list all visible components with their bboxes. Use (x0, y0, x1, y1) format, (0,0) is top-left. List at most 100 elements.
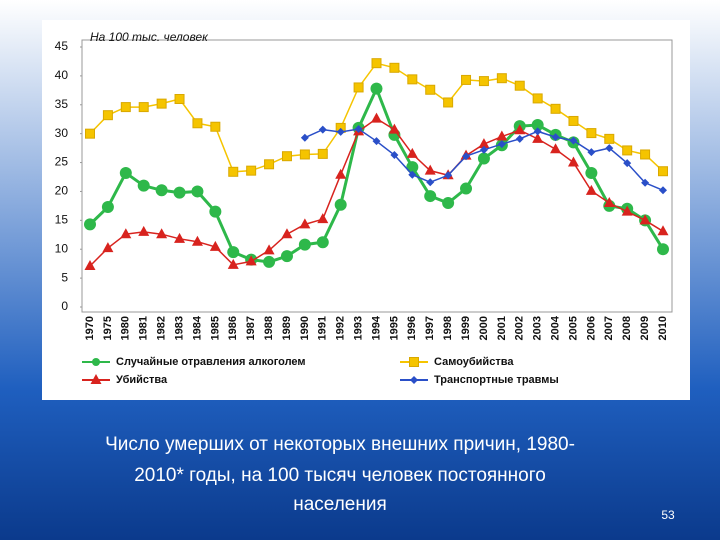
legend-label: Убийства (116, 374, 168, 386)
point (569, 136, 578, 145)
point (371, 58, 382, 69)
point (174, 232, 186, 243)
point (155, 184, 168, 197)
x-tick-label: 1981 (138, 316, 150, 340)
x-tick-label: 2009 (639, 316, 651, 340)
point (101, 201, 114, 214)
point (551, 133, 560, 142)
page-number: 53 (661, 508, 675, 522)
legend-marker (90, 374, 102, 384)
point (280, 250, 293, 263)
point (462, 152, 471, 161)
point (406, 161, 419, 174)
point (587, 148, 596, 157)
point (138, 102, 149, 113)
y-tick-label: 30 (55, 126, 69, 140)
point (299, 218, 311, 229)
point (246, 165, 257, 176)
point (191, 235, 203, 246)
point (426, 178, 435, 187)
point (531, 119, 544, 131)
point (621, 205, 633, 216)
x-tick-label: 1992 (335, 316, 347, 340)
point (567, 156, 579, 167)
legend-marker (92, 358, 100, 366)
point (210, 121, 221, 132)
point (478, 138, 490, 149)
point (639, 214, 651, 225)
y-tick-label: 20 (55, 184, 69, 198)
point (335, 168, 347, 179)
x-tick-label: 2010 (657, 316, 669, 340)
x-tick-label: 1997 (424, 316, 436, 340)
legend-marker (410, 376, 418, 384)
point (174, 94, 185, 104)
x-tick-label: 1993 (353, 316, 365, 340)
x-tick-label: 1975 (102, 316, 114, 340)
point (209, 205, 222, 218)
y-tick-label: 10 (55, 241, 69, 255)
point (227, 258, 239, 269)
point (424, 190, 437, 203)
point (586, 128, 597, 139)
x-tick-label: 2006 (585, 316, 597, 340)
point (388, 123, 400, 134)
x-tick-label: 1995 (388, 316, 400, 340)
x-tick-label: 2001 (496, 316, 508, 340)
point (209, 240, 221, 251)
point (623, 159, 632, 168)
point (408, 170, 417, 179)
x-tick-label: 1991 (317, 316, 329, 340)
point (461, 74, 472, 85)
x-tick-label: 2005 (567, 316, 579, 340)
point (532, 93, 543, 104)
point (568, 115, 579, 126)
caption: Число умерших от некоторых внешних причи… (105, 434, 575, 455)
x-tick-label: 1982 (156, 316, 168, 340)
point (156, 228, 168, 239)
subtitle: На 100 тыс. человек (90, 30, 209, 44)
point (336, 127, 345, 136)
point (478, 76, 489, 87)
y-tick-label: 35 (55, 97, 69, 111)
point (281, 151, 292, 162)
x-tick-label: 1999 (460, 316, 472, 340)
x-tick-label: 2000 (478, 316, 490, 340)
point (550, 103, 561, 114)
point (406, 147, 418, 158)
point (372, 137, 381, 146)
point (85, 128, 95, 139)
caption: населения (293, 494, 387, 515)
x-tick-label: 1986 (227, 316, 239, 340)
x-tick-label: 1987 (245, 316, 257, 340)
x-tick-label: 2003 (532, 316, 544, 340)
point (370, 82, 383, 95)
point (227, 246, 240, 259)
point (479, 145, 488, 154)
point (317, 148, 328, 159)
point (245, 255, 257, 266)
point (585, 166, 598, 179)
point (496, 130, 508, 141)
x-tick-label: 1988 (263, 316, 275, 340)
point (657, 243, 669, 256)
x-tick-label: 1984 (191, 315, 203, 340)
y-tick-label: 25 (55, 155, 69, 169)
point (514, 124, 526, 135)
y-tick-label: 40 (55, 68, 69, 82)
point (120, 102, 131, 113)
point (317, 213, 329, 224)
legend-label: Транспортные травмы (434, 374, 559, 386)
y-tick-label: 45 (55, 39, 69, 53)
point (389, 62, 400, 73)
legend-marker (409, 357, 419, 367)
x-tick-label: 1989 (281, 316, 293, 340)
point (137, 179, 150, 192)
x-tick-label: 1983 (173, 316, 185, 340)
point (444, 171, 453, 180)
point (192, 118, 203, 129)
legend-label: Самоубийства (434, 356, 514, 368)
point (604, 133, 615, 144)
x-tick-label: 2004 (549, 315, 561, 340)
